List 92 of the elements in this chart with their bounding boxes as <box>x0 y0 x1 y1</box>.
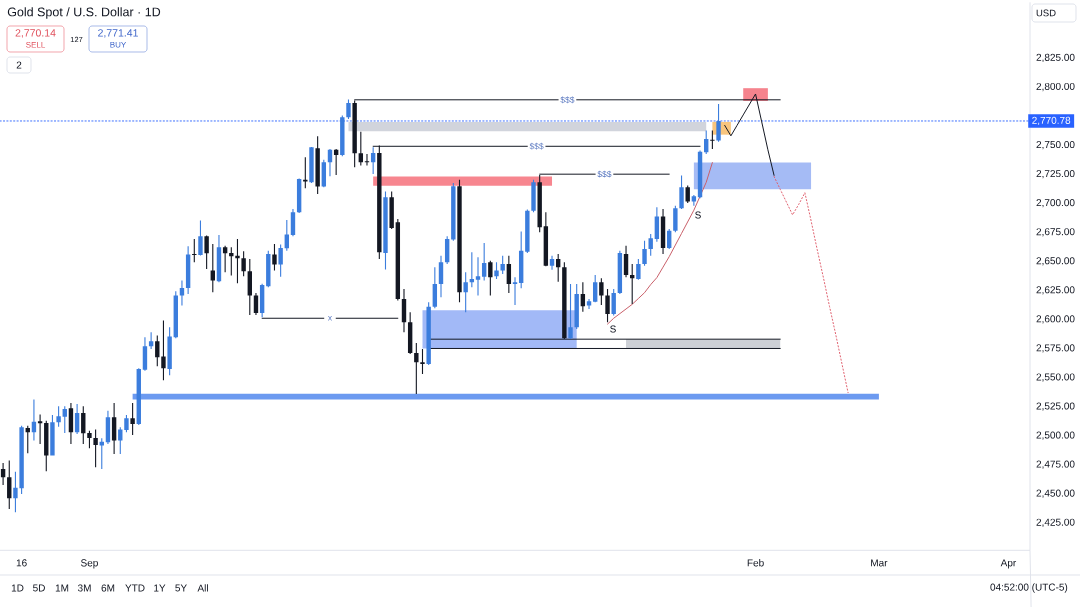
text: 5Y <box>175 584 187 592</box>
annotation: 2,771.41 <box>98 29 138 38</box>
candlestick <box>500 255 505 274</box>
annotation: 2 <box>16 61 22 69</box>
candlestick <box>327 148 333 177</box>
y-tick-label: 2,575.00 <box>1036 344 1075 353</box>
candlestick <box>50 414 55 456</box>
chart-title: Gold Spot / U.S. Dollar · 1D <box>7 7 161 19</box>
y-tick-label: 2,750.00 <box>1036 140 1075 150</box>
candlestick <box>130 402 135 435</box>
y-tick-label: 2,600.00 <box>1036 315 1075 324</box>
y-tick-label: 2,650.00 <box>1036 257 1075 266</box>
candlestick <box>531 179 536 213</box>
candlestick <box>414 343 419 395</box>
y-tick-label: 2,425.00 <box>1036 518 1075 527</box>
candlestick <box>426 302 431 365</box>
candlestick <box>364 153 370 166</box>
candlestick <box>420 348 425 374</box>
candlestick <box>586 298 592 309</box>
series-label: $$$ <box>529 142 544 150</box>
y-tick-label: 2,525.00 <box>1036 402 1075 411</box>
candlestick <box>457 179 462 303</box>
text: USD <box>1036 9 1056 17</box>
candlestick <box>568 283 573 339</box>
candlestick <box>87 430 92 449</box>
candlestick <box>451 183 456 241</box>
series-label: $$$ <box>597 170 612 178</box>
annotation: 2,770.14 <box>15 29 56 38</box>
y-tick-label: 2,675.00 <box>1036 228 1075 237</box>
candlestick <box>599 278 604 306</box>
candlestick <box>315 136 320 194</box>
text: 04:52:00 (UTC-5) <box>990 583 1068 593</box>
candlestick <box>56 406 61 427</box>
y-tick-label: 2,625.00 <box>1036 286 1075 295</box>
x-tick-label: Feb <box>747 559 764 567</box>
annotation: BUY <box>110 42 127 48</box>
series-label: x <box>327 316 333 321</box>
text: 6M <box>101 584 115 592</box>
annotation: S <box>610 325 616 333</box>
text: 1M <box>55 584 69 592</box>
candlestick <box>272 244 277 271</box>
text: 1D <box>11 584 24 592</box>
candlestick <box>340 115 345 157</box>
candlestick <box>512 277 518 306</box>
candlestick <box>673 205 678 233</box>
text: 3M <box>77 584 91 592</box>
y-tick-label: 2,700.00 <box>1036 199 1075 208</box>
candlestick <box>679 175 684 209</box>
annotation: S <box>695 211 701 219</box>
x-tick-label: Mar <box>871 559 888 567</box>
y-tick-label: 2,825.00 <box>1036 53 1075 63</box>
candlestick <box>463 272 468 313</box>
candlestick <box>475 257 481 296</box>
candlestick <box>611 288 616 316</box>
ref-line-label: 2,770.78 <box>1032 116 1071 126</box>
y-tick-label: 2,500.00 <box>1036 431 1075 440</box>
candlestick <box>93 429 98 468</box>
candlestick <box>636 259 641 280</box>
candlestick <box>266 250 271 288</box>
candlestick <box>303 157 308 189</box>
candlestick <box>574 283 579 329</box>
candlestick <box>278 244 283 277</box>
text: 5D <box>33 584 45 592</box>
x-tick-label: 16 <box>16 559 27 567</box>
y-tick-label: 2,800.00 <box>1036 82 1075 92</box>
candlestick <box>167 327 172 376</box>
candlestick <box>549 255 555 270</box>
candlestick <box>716 103 721 142</box>
text: YTD <box>125 584 145 592</box>
candlestick <box>309 146 314 184</box>
candlestick <box>642 240 647 266</box>
candlestick <box>19 425 24 494</box>
y-tick-label: 2,725.00 <box>1036 170 1075 179</box>
series-label: $$$ <box>560 96 575 104</box>
x-tick-label: Sep <box>81 559 98 569</box>
y-tick-label: 2,475.00 <box>1036 460 1075 469</box>
candlestick <box>389 191 394 229</box>
text: 1Y <box>154 584 166 592</box>
candlestick <box>198 220 203 256</box>
y-tick-label: 2,550.00 <box>1036 373 1075 382</box>
x-tick-label: Apr <box>1000 559 1017 569</box>
candlestick <box>241 251 246 277</box>
candlestick <box>525 209 530 253</box>
candlestick <box>179 280 185 306</box>
candlestick <box>204 235 209 269</box>
candlestick <box>124 414 129 433</box>
candlestick <box>383 191 388 270</box>
annotation: SELL <box>26 41 46 48</box>
candlestick <box>488 260 493 296</box>
y-tick-label: 2,450.00 <box>1036 489 1075 498</box>
candlestick <box>605 288 610 323</box>
text: All <box>197 584 208 592</box>
